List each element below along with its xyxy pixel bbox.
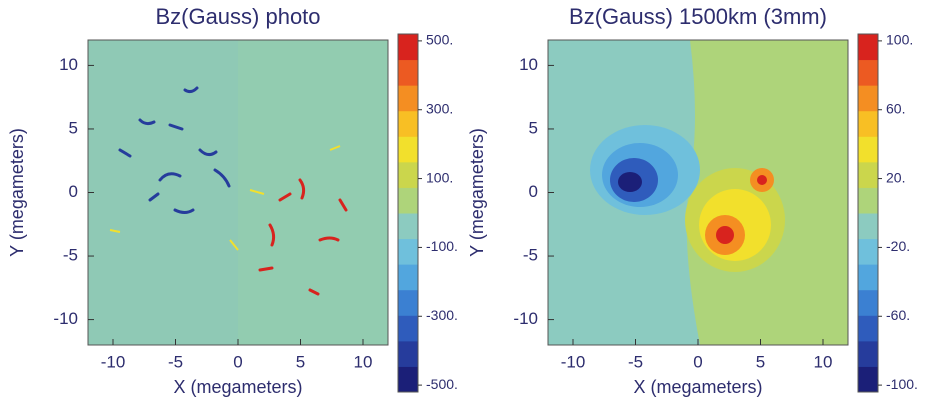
colorbar-band: [398, 59, 418, 86]
colorbar-tick-label: 500.: [426, 32, 453, 48]
y-tick-label: -5: [523, 246, 538, 265]
y-tick-label: 0: [69, 182, 78, 201]
colorbar-band: [398, 289, 418, 316]
colorbar-band: [858, 213, 878, 240]
colorbar-band: [858, 34, 878, 61]
colorbar-band: [858, 315, 878, 342]
x-tick-label: -5: [628, 352, 643, 371]
x-tick-label: -10: [561, 352, 586, 371]
map-photo: [88, 40, 388, 345]
x-axis-title: X (megameters): [633, 377, 762, 397]
colorbar-tick-label: -100.: [426, 238, 458, 254]
map-1500km: [548, 40, 848, 345]
y-tick-label: 10: [519, 55, 538, 74]
y-tick-label: -10: [53, 309, 78, 328]
colorbar-band: [398, 136, 418, 163]
colorbar-band: [398, 85, 418, 112]
y-tick-label: -5: [63, 246, 78, 265]
colorbar-band: [398, 187, 418, 214]
chart-title: Bz(Gauss) 1500km (3mm): [569, 4, 827, 29]
colorbar-band: [858, 136, 878, 163]
colorbar-band: [858, 340, 878, 367]
x-tick-label: 5: [756, 352, 765, 371]
colorbar-tick-label: 60.: [886, 100, 905, 116]
y-tick-label: 10: [59, 55, 78, 74]
y-tick-label: 5: [529, 118, 538, 137]
x-tick-label: 10: [354, 352, 373, 371]
y-axis-title: Y (megameters): [467, 128, 487, 257]
x-tick-label: 10: [814, 352, 833, 371]
colorbar-band: [858, 238, 878, 265]
colorbar-band: [858, 187, 878, 214]
colorbar-band: [398, 315, 418, 342]
y-axis-title: Y (megameters): [7, 128, 27, 257]
colorbar-band: [858, 289, 878, 316]
x-axis-title: X (megameters): [173, 377, 302, 397]
colorbar-band: [858, 59, 878, 86]
colorbar-tick-label: 300.: [426, 100, 453, 116]
colorbar-frame: [397, 33, 419, 393]
colorbar-band: [398, 34, 418, 61]
colorbar-tick-label: 20.: [886, 169, 905, 185]
colorbar-frame: [857, 33, 879, 393]
chart-title: Bz(Gauss) photo: [155, 4, 320, 29]
colorbar-band: [858, 161, 878, 188]
colorbar-band: [858, 264, 878, 291]
x-tick-label: -10: [101, 352, 126, 371]
colorbar-tick-label: 100.: [426, 169, 453, 185]
colorbar-band: [858, 366, 878, 393]
colorbar-band: [398, 110, 418, 137]
colorbar-tick-label: -20.: [886, 238, 910, 254]
colorbar-band: [398, 213, 418, 240]
x-tick-label: -5: [168, 352, 183, 371]
x-tick-label: 0: [693, 352, 702, 371]
colorbar-tick-label: -500.: [426, 376, 458, 392]
colorbar-band: [398, 238, 418, 265]
y-tick-label: 5: [69, 118, 78, 137]
colorbar-band: [398, 340, 418, 367]
colorbar-band: [858, 85, 878, 112]
x-tick-label: 0: [233, 352, 242, 371]
colorbar-tick-label: -60.: [886, 307, 910, 323]
colorbar-tick-label: -100.: [886, 376, 918, 392]
x-tick-label: 5: [296, 352, 305, 371]
colorbar-band: [398, 264, 418, 291]
colorbar-band: [398, 161, 418, 188]
colorbar-tick-label: -300.: [426, 307, 458, 323]
y-tick-label: -10: [513, 309, 538, 328]
colorbar-band: [858, 110, 878, 137]
colorbar-band: [398, 366, 418, 393]
colorbar-tick-label: 100.: [886, 32, 913, 48]
y-tick-label: 0: [529, 182, 538, 201]
